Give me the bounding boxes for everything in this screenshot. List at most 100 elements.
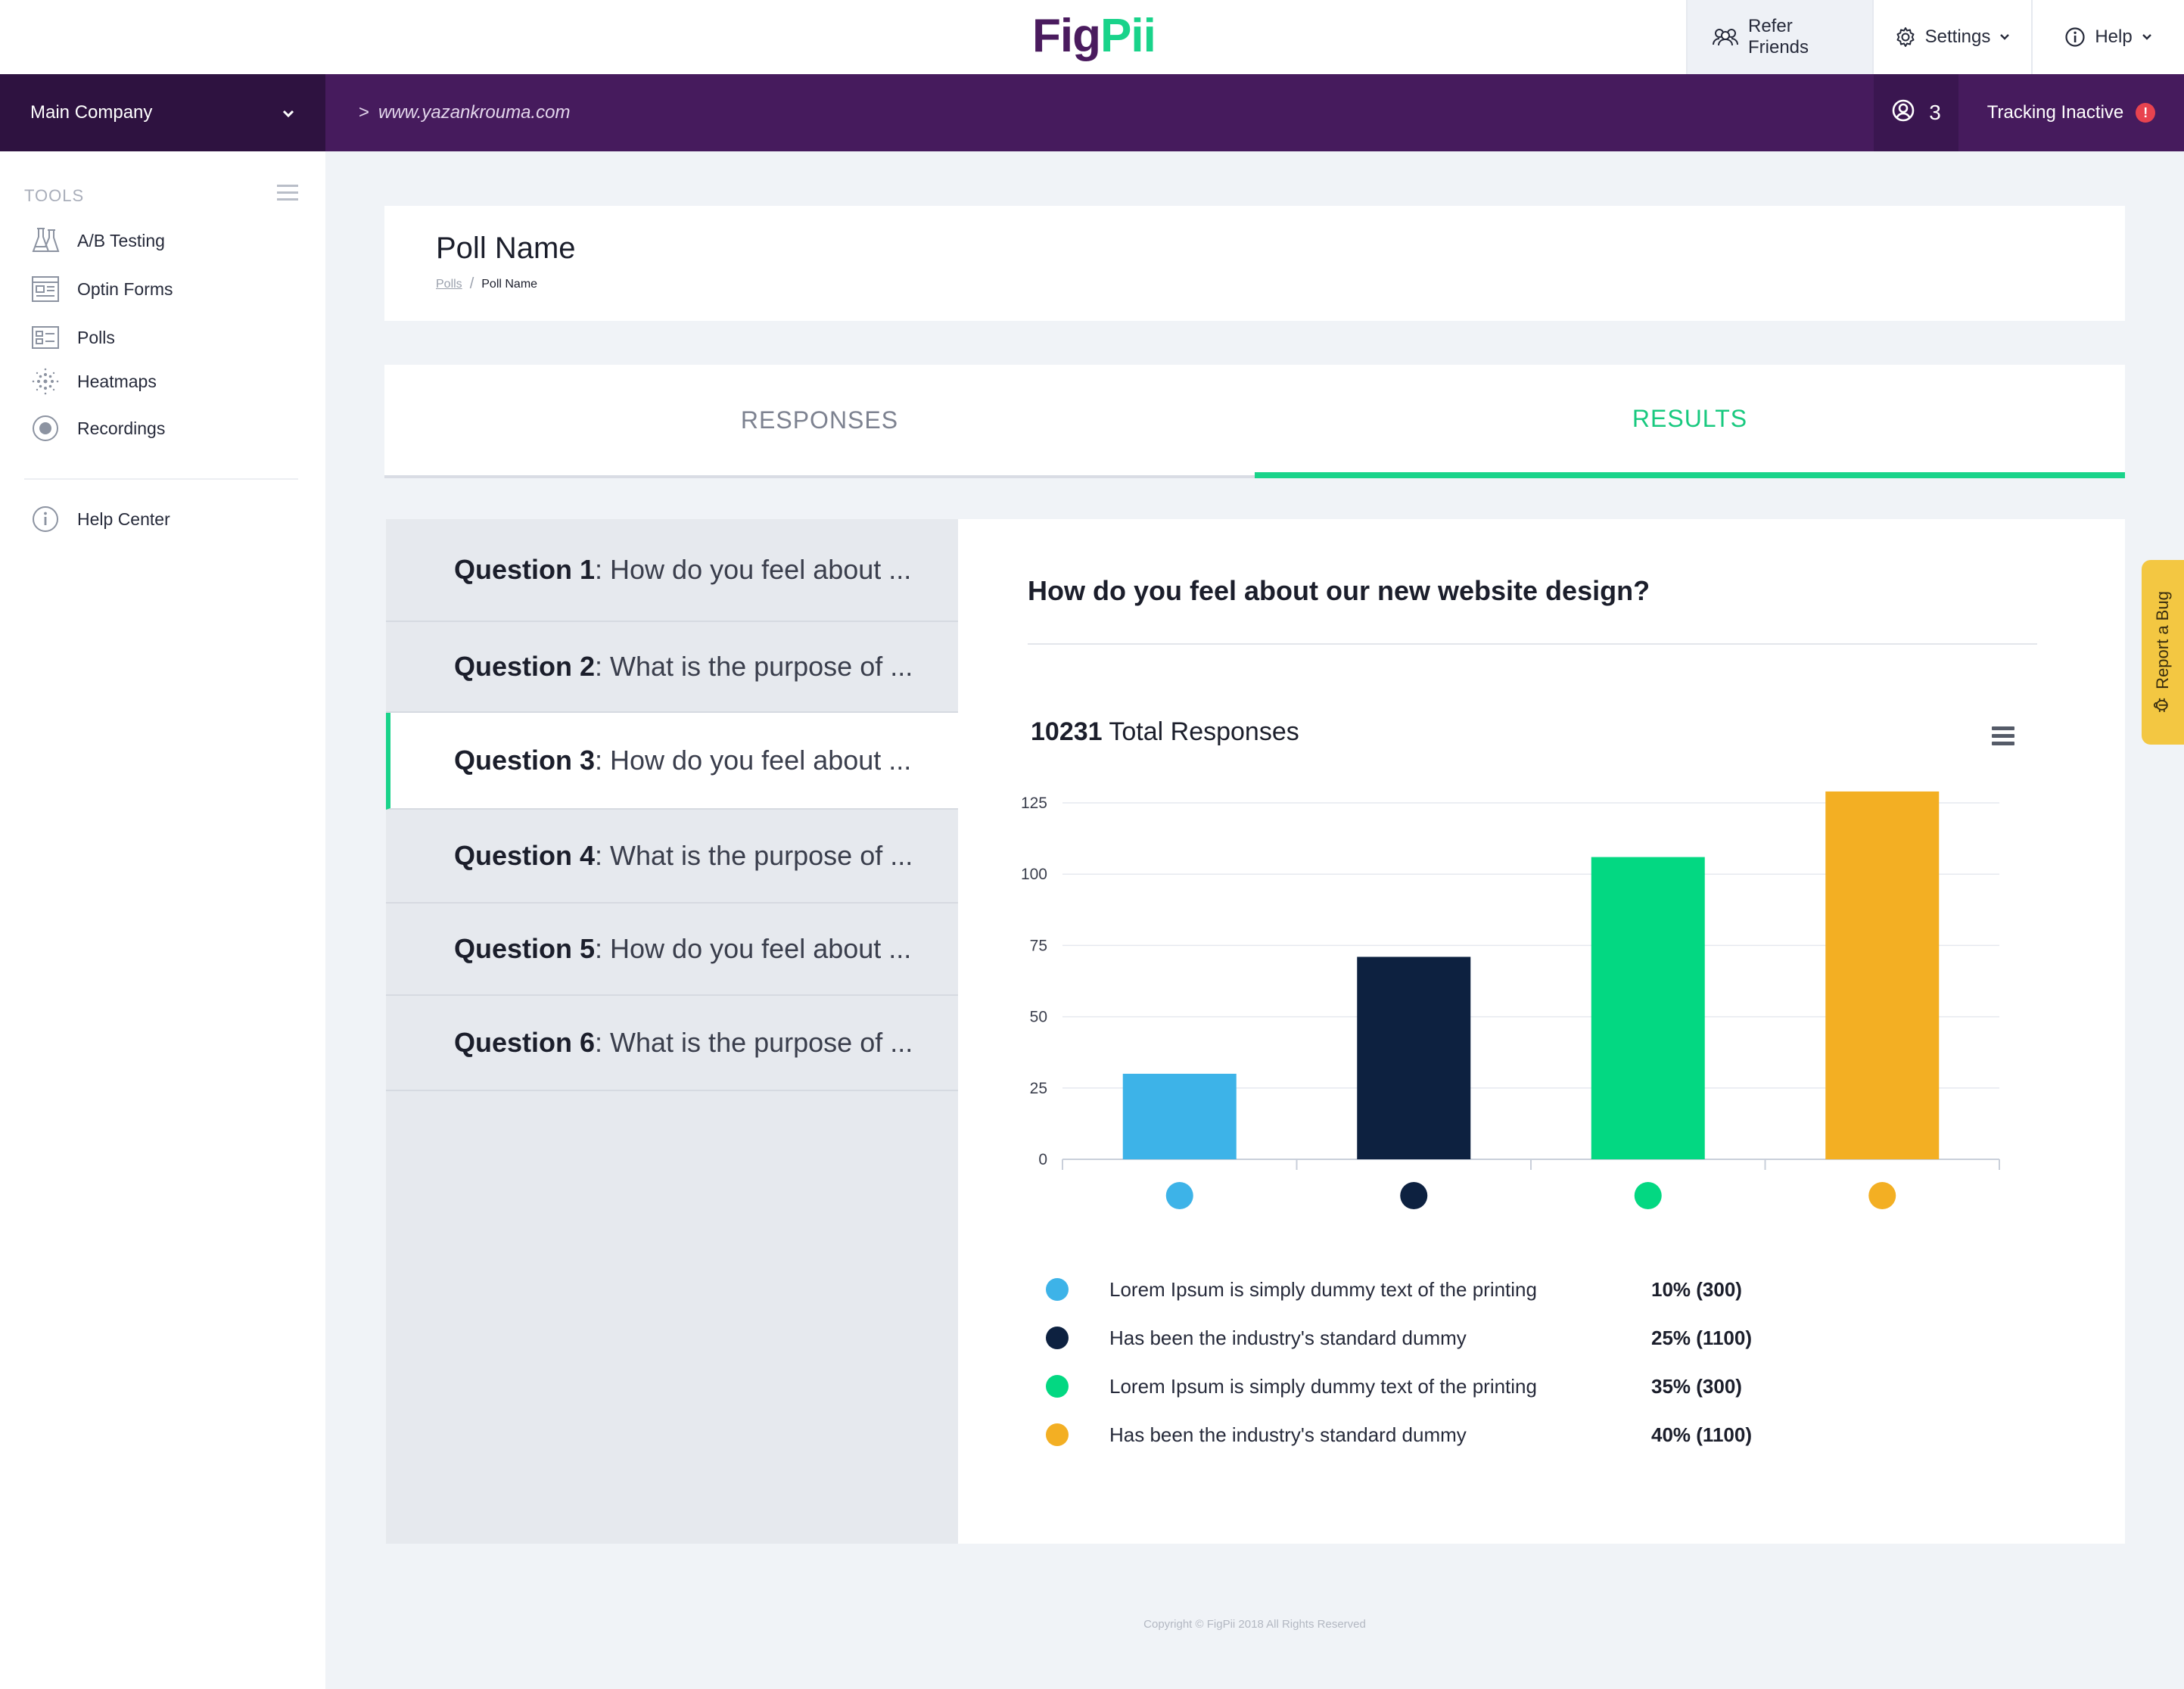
logo-fig: Fig [1032, 10, 1101, 62]
legend-value: 25% (1100) [1651, 1326, 1752, 1349]
user-circle-icon [1891, 98, 1915, 128]
question-preview: : How do you feel about ... [595, 554, 912, 585]
legend-label: Lorem Ipsum is simply dummy text of the … [1109, 1374, 1537, 1398]
panel-divider [1028, 643, 2037, 645]
chart-bar [1591, 857, 1705, 1159]
question-preview: : What is the purpose of ... [595, 1027, 913, 1058]
legend-dot [1046, 1278, 1069, 1301]
legend-dot [1046, 1327, 1069, 1349]
y-tick-label: 0 [1038, 1151, 1047, 1168]
question-preview: : What is the purpose of ... [595, 840, 913, 871]
account-bar: Main Company > www.yazankrouma.com 3 Tra… [0, 74, 2184, 151]
question-preview: : What is the purpose of ... [595, 651, 913, 682]
refer-friends-button[interactable]: Refer Friends [1686, 0, 1872, 74]
report-bug-button[interactable]: Report a Bug [2142, 560, 2184, 745]
legend-row: Lorem Ipsum is simply dummy text of the … [1046, 1371, 1803, 1401]
breadcrumb-separator: / [469, 275, 474, 292]
y-tick-label: 50 [1030, 1009, 1047, 1026]
tracking-status-label: Tracking Inactive [1986, 102, 2124, 123]
sidebar-item-heatmaps[interactable]: Heatmaps [30, 366, 157, 397]
report-bug-label: Report a Bug [2153, 591, 2173, 689]
legend-label: Has been the industry's standard dummy [1109, 1423, 1467, 1446]
question-number: Question 4 [454, 840, 596, 871]
y-tick-label: 100 [1021, 866, 1047, 883]
top-nav: Refer Friends Settings Help [1686, 0, 2184, 74]
info-icon [30, 504, 61, 534]
gear-icon [1895, 26, 1916, 48]
form-icon [30, 274, 61, 304]
y-tick-label: 25 [1030, 1080, 1047, 1097]
breadcrumb: Polls / Poll Name [436, 275, 537, 293]
legend-value: 40% (1100) [1651, 1423, 1752, 1446]
sidebar-item-label: Heatmaps [77, 371, 157, 391]
copyright: Copyright © FigPii 2018 All Rights Reser… [1143, 1618, 1366, 1631]
question-item[interactable]: Question 4: What is the purpose of ... [386, 810, 958, 904]
breadcrumb-polls-link[interactable]: Polls [436, 277, 462, 291]
question-preview: : How do you feel about ... [595, 933, 912, 964]
question-item[interactable]: Question 6: What is the purpose of ... [386, 996, 958, 1091]
question-item[interactable]: Question 5: How do you feel about ... [386, 904, 958, 996]
total-label: Total Responses [1109, 717, 1299, 746]
chart-bar [1825, 791, 1940, 1159]
settings-menu[interactable]: Settings [1872, 0, 2031, 74]
company-name: Main Company [30, 102, 153, 123]
alert-icon: ! [2136, 103, 2156, 123]
users-group-icon [1712, 28, 1739, 46]
chart-bar [1122, 1073, 1237, 1159]
chevron-down-icon [1999, 33, 2010, 41]
sidebar-item-recordings[interactable]: Recordings [30, 413, 165, 443]
category-marker [1165, 1182, 1193, 1209]
page-title: Poll Name [436, 232, 576, 265]
tools-section-label: TOOLS [24, 186, 85, 205]
tab-responses[interactable]: RESPONSES [384, 365, 1255, 478]
company-selector[interactable]: Main Company [0, 74, 325, 151]
chart-menu-icon[interactable] [1992, 726, 2014, 749]
user-count-badge[interactable]: 3 [1874, 74, 1958, 151]
sidebar-item-optin-forms[interactable]: Optin Forms [30, 274, 173, 304]
settings-label: Settings [1924, 26, 1991, 47]
question-heading: How do you feel about our new website de… [1028, 575, 1650, 606]
legend-label: Lorem Ipsum is simply dummy text of the … [1109, 1277, 1537, 1301]
question-number: Question 1 [454, 554, 596, 585]
question-preview: : How do you feel about ... [595, 745, 912, 776]
info-icon [2064, 26, 2086, 48]
tracking-status[interactable]: Tracking Inactive ! [1958, 74, 2184, 151]
logo-pii: Pii [1100, 10, 1156, 62]
chevron-down-icon [282, 102, 295, 123]
site-url[interactable]: > www.yazankrouma.com [359, 74, 570, 151]
question-list: Question 1: How do you feel about ... Qu… [386, 519, 958, 1544]
figpii-logo[interactable]: FigPii [1032, 8, 1156, 65]
y-tick-label: 125 [1021, 795, 1047, 812]
legend-dot [1046, 1375, 1069, 1398]
question-item[interactable]: Question 1: How do you feel about ... [386, 519, 958, 622]
category-marker [1868, 1182, 1896, 1209]
question-number: Question 3 [454, 745, 596, 776]
chart-bar [1357, 956, 1471, 1159]
help-label: Help [2095, 26, 2133, 47]
help-menu[interactable]: Help [2031, 0, 2184, 74]
bug-icon [2152, 697, 2173, 714]
record-icon [30, 413, 61, 443]
question-item[interactable]: Question 2: What is the purpose of ... [386, 622, 958, 713]
legend-dot [1046, 1423, 1069, 1446]
refer-friends-label: Refer Friends [1748, 16, 1809, 58]
total-responses: 10231 Total Responses [1031, 717, 1299, 747]
results-panel: How do you feel about our new website de… [958, 519, 2125, 1544]
sidebar-item-help-center[interactable]: Help Center [30, 504, 170, 534]
sidebar-item-label: Polls [77, 327, 115, 347]
legend-row: Has been the industry's standard dummy 2… [1046, 1323, 1803, 1353]
y-tick-label: 75 [1030, 937, 1047, 954]
top-bar: FigPii Refer Friends Settings Help [0, 0, 2184, 74]
sidebar-divider [24, 478, 298, 480]
legend-value: 35% (300) [1651, 1374, 1742, 1398]
results-bar-chart: 0 25 50 75 100 125 [1021, 791, 2000, 1209]
sidebar-item-ab-testing[interactable]: A/B Testing [30, 226, 165, 256]
sidebar-item-polls[interactable]: Polls [30, 322, 115, 353]
question-item-active[interactable]: Question 3: How do you feel about ... [386, 713, 958, 810]
tab-results[interactable]: RESULTS [1255, 365, 2125, 478]
legend-row: Has been the industry's standard dummy 4… [1046, 1420, 1803, 1450]
total-count: 10231 [1031, 717, 1103, 746]
category-marker [1400, 1182, 1428, 1209]
collapse-menu-icon[interactable] [277, 185, 298, 203]
page-header: Poll Name Polls / Poll Name [384, 206, 2125, 321]
